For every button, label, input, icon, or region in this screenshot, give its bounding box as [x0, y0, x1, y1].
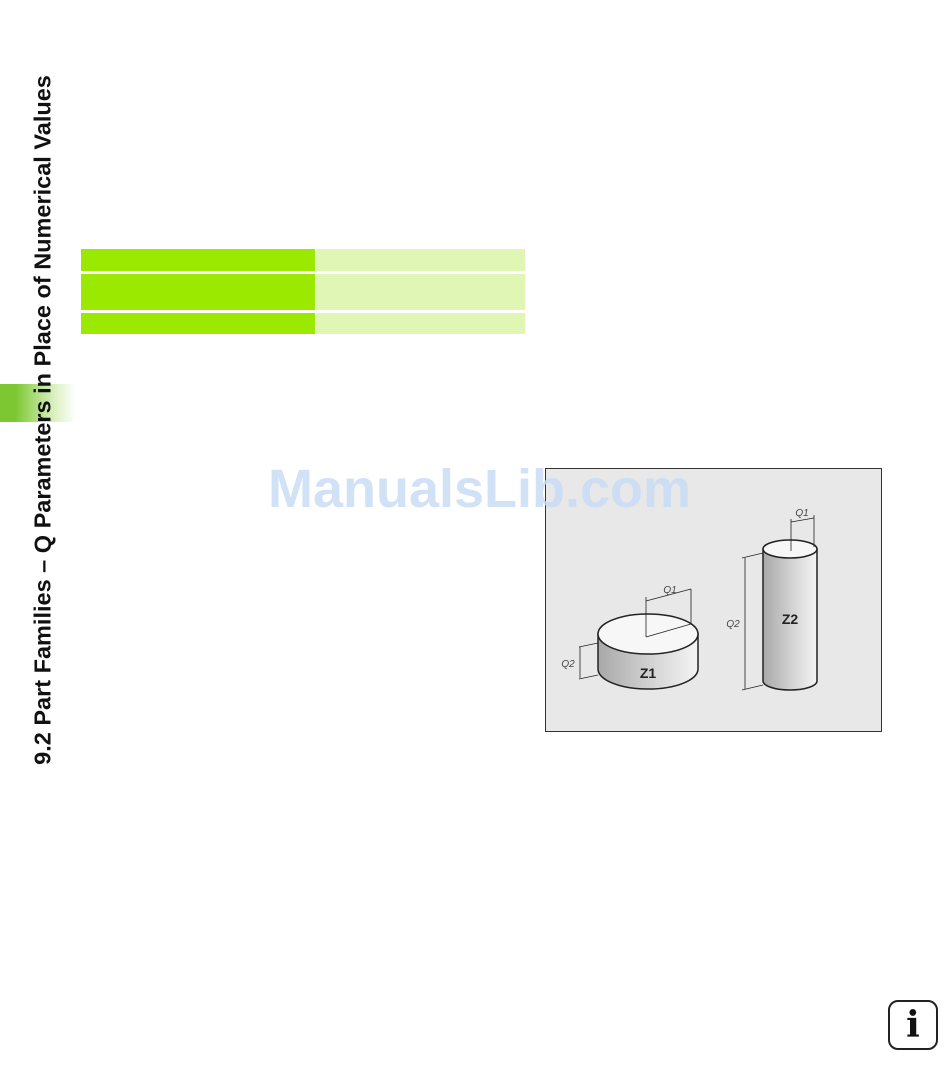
chapter-title: 9.2 Part Families – Q Parameters in Plac… [29, 75, 56, 765]
table-cell-value [316, 313, 525, 334]
table-row [81, 249, 525, 271]
cylinders-diagram: Z1 Q1 Q2 Z2 Q1 Q2 [561, 508, 818, 691]
label-z2: Z2 [782, 611, 799, 627]
info-icon: i [888, 1000, 938, 1050]
label-z1-q1: Q1 [663, 585, 676, 596]
label-z1-q2: Q2 [561, 659, 575, 670]
table-row [81, 274, 525, 310]
info-glyph: i [906, 1004, 920, 1046]
label-z2-q1: Q1 [795, 508, 808, 519]
watermark: ManualsLib.com [268, 459, 692, 519]
chapter-tab-marker [0, 384, 76, 422]
cylinder-z2: Z2 Q1 Q2 [726, 508, 818, 691]
parameter-table [81, 249, 525, 337]
table-cell-label [81, 274, 315, 310]
label-z2-q2: Q2 [726, 619, 740, 630]
table-cell-value [316, 249, 525, 271]
table-cell-label [81, 249, 315, 271]
table-cell-value [316, 274, 525, 310]
part-family-figure: Z1 Q1 Q2 Z2 Q1 Q2 [545, 468, 882, 732]
cylinder-z1: Z1 Q1 Q2 [561, 585, 699, 690]
table-row [81, 313, 525, 334]
table-cell-label [81, 313, 315, 334]
label-z1: Z1 [640, 665, 657, 681]
